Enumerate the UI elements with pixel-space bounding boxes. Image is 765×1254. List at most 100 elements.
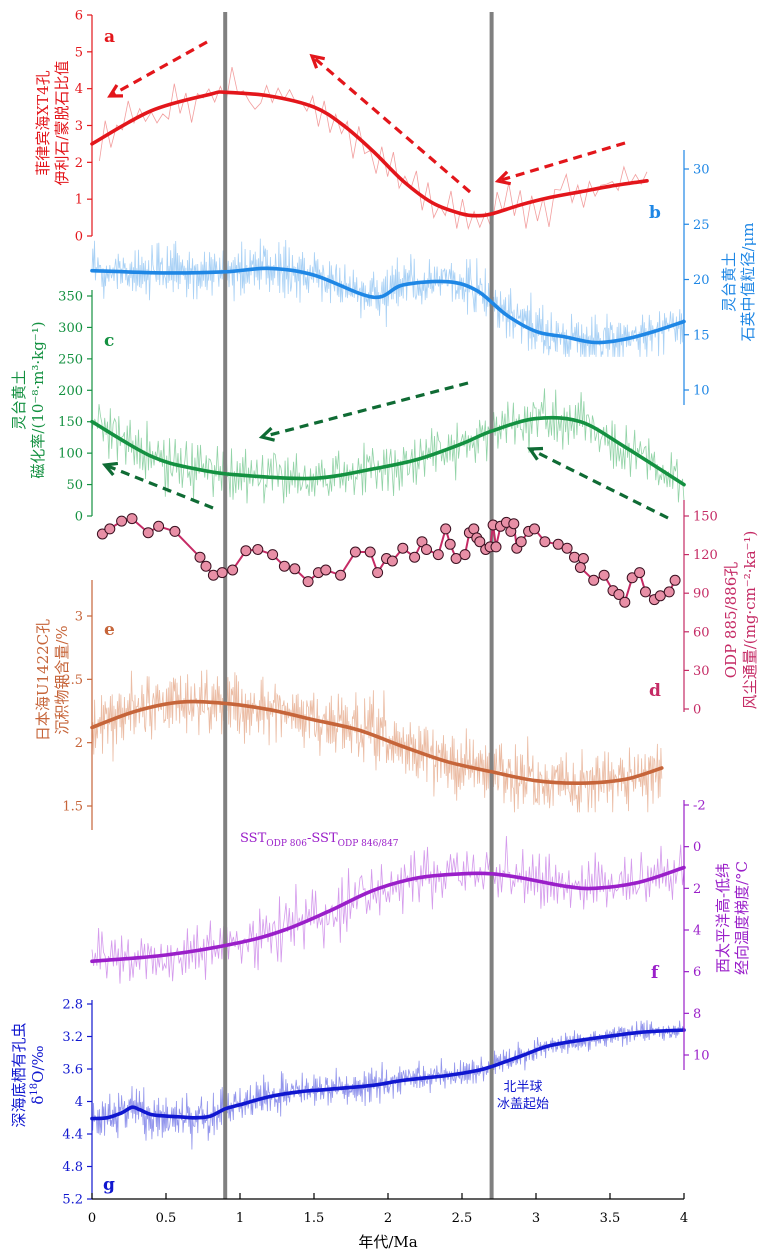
panel-b-tick-label: 20 bbox=[693, 273, 710, 288]
panel-d-axis-title-line1: ODP 885/886孔 bbox=[722, 562, 740, 679]
panel-c-tick-label: 0 bbox=[75, 510, 83, 525]
panel-d-tick-label: 150 bbox=[693, 510, 718, 525]
panel-d-point-61 bbox=[619, 596, 631, 608]
panel-g-tick-label: 3.2 bbox=[62, 1030, 83, 1045]
x-tick-label: 4 bbox=[680, 1211, 688, 1226]
panel-c-y-axis: 0 50 100 150 200 250 300 350 bbox=[58, 290, 93, 525]
panel-f-tick-label: 10 bbox=[693, 1049, 710, 1064]
x-tick-label: 0 bbox=[88, 1211, 96, 1226]
panel-d-point-14 bbox=[267, 549, 279, 561]
x-tick-label: 1 bbox=[236, 1211, 244, 1226]
panel-c-letter: c bbox=[104, 331, 114, 351]
panel-d-point-51 bbox=[539, 536, 551, 548]
panel-g-tick-label: 4 bbox=[75, 1095, 83, 1110]
panel-d-point-17 bbox=[302, 576, 314, 588]
panel-c-raw-record bbox=[91, 388, 685, 504]
panel-g-tick-label: 2.8 bbox=[62, 998, 83, 1013]
x-tick-label: 0.5 bbox=[156, 1211, 177, 1226]
panel-b-tick-label: 30 bbox=[693, 163, 710, 178]
panel-d-point-54 bbox=[569, 551, 580, 563]
panel-d-point-34 bbox=[459, 549, 471, 561]
panel-b-letter: b bbox=[649, 203, 661, 223]
panel-d-point-3 bbox=[126, 513, 138, 525]
panel-e-smoothed-curve bbox=[90, 699, 664, 786]
panel-d-point-11 bbox=[227, 564, 239, 576]
panel-d-point-1 bbox=[104, 523, 116, 535]
panel-d-point-4 bbox=[142, 527, 154, 539]
panel-d-point-62 bbox=[626, 572, 638, 584]
panel-e-letter: e bbox=[104, 620, 115, 640]
x-tick-label: 3 bbox=[532, 1211, 540, 1226]
panel-d-point-19 bbox=[320, 564, 332, 576]
panel-d-letter: d bbox=[649, 681, 661, 701]
x-tick-label: 2.5 bbox=[452, 1211, 473, 1226]
panel-g-axis-title-line2: δ18O/‰ bbox=[29, 1045, 47, 1104]
panel-d-tick-label: 30 bbox=[693, 664, 710, 679]
panel-d-point-8 bbox=[200, 560, 212, 572]
x-tick-label: 3.5 bbox=[600, 1211, 621, 1226]
panel-a-tick-label: 2 bbox=[75, 156, 83, 171]
panel-d-point-36 bbox=[468, 523, 480, 535]
panel-d-tick-label: 90 bbox=[693, 587, 710, 602]
panel-a-raw-record bbox=[99, 67, 648, 231]
panel-d-point-25 bbox=[386, 555, 398, 567]
panel-d-point-67 bbox=[663, 586, 675, 598]
panel-b-smoothed-curve bbox=[90, 266, 686, 345]
panel-b-y-axis: 10 15 20 25 30 bbox=[683, 150, 710, 405]
panel-d-point-38 bbox=[474, 536, 486, 548]
panel-b-raw-record bbox=[91, 238, 685, 357]
panel-f-letter: f bbox=[651, 963, 660, 983]
panel-d-point-23 bbox=[372, 567, 384, 579]
panel-f-tick-label: -2 bbox=[693, 799, 706, 814]
trend-arrows-layer bbox=[101, 40, 669, 520]
panel-d-markers-layer bbox=[96, 513, 681, 608]
panel-f-tick-label: 2 bbox=[693, 882, 701, 897]
panel-d-point-58 bbox=[598, 569, 610, 581]
panel-d-point-55 bbox=[577, 553, 589, 564]
nh-glaciation-annotation-line1: 北半球 bbox=[503, 1080, 542, 1095]
panel-c-tick-label: 100 bbox=[58, 447, 83, 462]
panel-a-axis-title-line1: 菲律宾海XT4孔 bbox=[34, 70, 52, 175]
panel-c-axis-title-line1: 灵台黄土 bbox=[10, 370, 28, 430]
panel-d-point-27 bbox=[409, 551, 421, 563]
panel-b-tick-label: 25 bbox=[693, 218, 710, 233]
panel-f-tick-label: 0 bbox=[693, 840, 701, 855]
panel-d-point-10 bbox=[216, 567, 228, 579]
panel-f-tick-label: 4 bbox=[693, 924, 701, 939]
panel-d-tick-label: 120 bbox=[693, 548, 718, 563]
panel-b-tick-label: 15 bbox=[693, 328, 710, 343]
panel-c-tick-label: 300 bbox=[58, 321, 83, 336]
panel-e-tick-label: 3 bbox=[75, 610, 83, 625]
panel-c-arrow-middle bbox=[258, 381, 469, 442]
panel-a-tick-label: 0 bbox=[75, 230, 83, 245]
panel-g-y-axis: 2.8 3.2 3.6 4 4.4 4.8 5.2 bbox=[62, 998, 93, 1208]
panel-c-tick-label: 50 bbox=[66, 478, 83, 493]
panel-d-point-56 bbox=[574, 562, 586, 573]
panel-f-raw-record bbox=[91, 835, 685, 984]
panel-f-y-axis: -2 0 2 4 6 8 10 bbox=[683, 799, 710, 1070]
panel-d-point-22 bbox=[364, 546, 376, 558]
panel-d-point-32 bbox=[444, 538, 456, 550]
sst-gradient-label: SSTODP 806-SSTODP 846/847 bbox=[240, 831, 399, 849]
panel-d-point-12 bbox=[240, 545, 252, 557]
panel-d-tick-label: 0 bbox=[693, 703, 701, 718]
panel-d-point-31 bbox=[440, 523, 452, 535]
panel-e-y-axis: 1.5 2 2.5 3 bbox=[62, 580, 93, 830]
panel-d-point-5 bbox=[153, 520, 165, 532]
panel-b-tick-label: 10 bbox=[693, 384, 710, 399]
panel-d-tick-label: 60 bbox=[693, 625, 710, 640]
panel-e-tick-label: 2 bbox=[75, 736, 83, 751]
panel-b-axis-title-line2: 石英中值粒径/μm bbox=[739, 222, 757, 341]
nh-glaciation-annotation-line2: 冰盖起始 bbox=[497, 1097, 549, 1112]
panel-d-point-0 bbox=[96, 528, 108, 540]
x-axis: 0 0.5 1 1.5 2 2.5 3 3.5 4 bbox=[88, 1193, 688, 1226]
panel-d-y-axis: 0 30 60 90 120 150 bbox=[683, 500, 718, 718]
panel-d-point-7 bbox=[194, 551, 206, 563]
panel-c-arrow-right bbox=[527, 446, 669, 520]
panel-d-point-42 bbox=[490, 541, 502, 553]
panel-e-raw-record bbox=[91, 669, 663, 813]
panel-f-axis-title-line2: 经向温度梯度/°C bbox=[733, 861, 751, 975]
panel-f-smoothed-curve bbox=[90, 865, 686, 964]
panel-g-axis-title-line1: 深海底栖有孔虫 bbox=[10, 1022, 28, 1127]
panel-d-point-30 bbox=[432, 549, 444, 561]
